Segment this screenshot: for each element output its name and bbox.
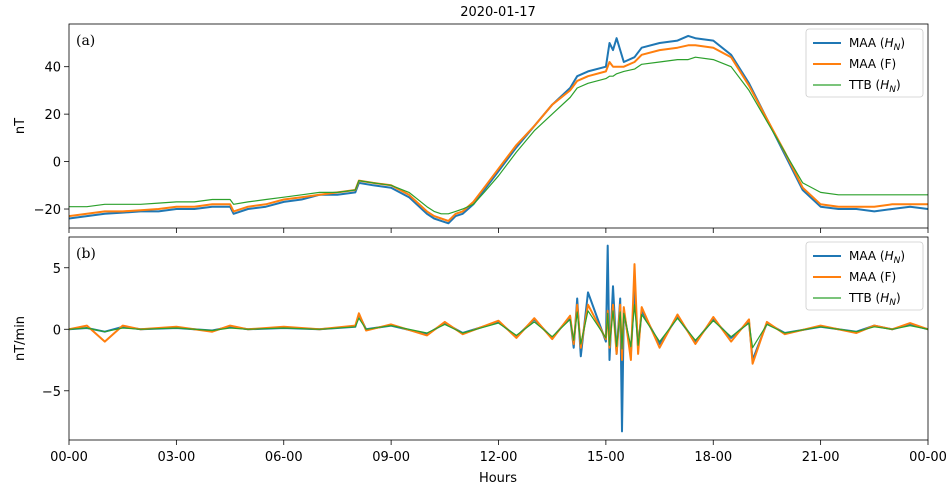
legend-label: MAA (F) [849,57,896,71]
series-line-a-2 [69,56,928,215]
x-axis-label: Hours [479,471,517,486]
legend: MAA (HN) MAA (F) TTB (HN) [805,28,924,98]
legend-label: TTB (HN) [848,78,901,95]
y-tick-label: 0 [53,156,61,171]
series-line-b-1 [69,263,928,365]
x-tick-label: 06-00 [265,450,303,465]
legend-label: MAA (HN) [849,249,905,266]
x-tick-label: 12-00 [480,450,518,465]
x-tick-label: 09-00 [372,450,410,465]
panel-a: −20 0 20 40 nT (a) MAA (HN) MAA (F) TTB (HN) [13,23,929,233]
x-tick-label: 21-00 [802,450,840,465]
y-tick-label: 0 [53,323,61,338]
legend-label: MAA (HN) [849,36,905,53]
series-line-b-0 [69,244,928,433]
plot-frame-a [68,23,929,229]
y-tick-label: −20 [34,203,61,218]
series-line-b-2 [69,304,928,350]
x-tick-label: 18-00 [694,450,732,465]
plot-frame-b [68,236,929,441]
legend-label: TTB (HN) [848,291,901,308]
y-tick-label: 40 [44,61,61,76]
x-tick-label: 15-00 [587,450,625,465]
panel-label: (a) [76,33,95,49]
y-axis-label: nT [13,118,28,134]
x-tick-label: 00-00 [909,450,947,465]
panel-label: (b) [76,246,96,262]
legend-label: MAA (F) [849,270,896,284]
x-axis-ticks: 00-00 03-00 06-00 09-00 12-00 15-00 18-00 21-00… [50,450,947,465]
panel-b: −5 0 5 nT/min (b) MAA (HN) MAA (F) TTB (HN) [13,236,929,445]
series-line-a-1 [69,44,928,222]
y-tick-label: 5 [53,262,61,277]
x-tick-label: 00-00 [50,450,88,465]
chart-title: 2020-01-17 [460,5,536,20]
legend: MAA (HN) MAA (F) TTB (HN) [805,241,924,311]
y-tick-label: −5 [42,385,61,400]
series-line-a-0 [69,34,928,225]
y-axis-label: nT/min [13,316,28,361]
x-tick-label: 03-00 [157,450,195,465]
y-tick-label: 20 [44,108,61,123]
